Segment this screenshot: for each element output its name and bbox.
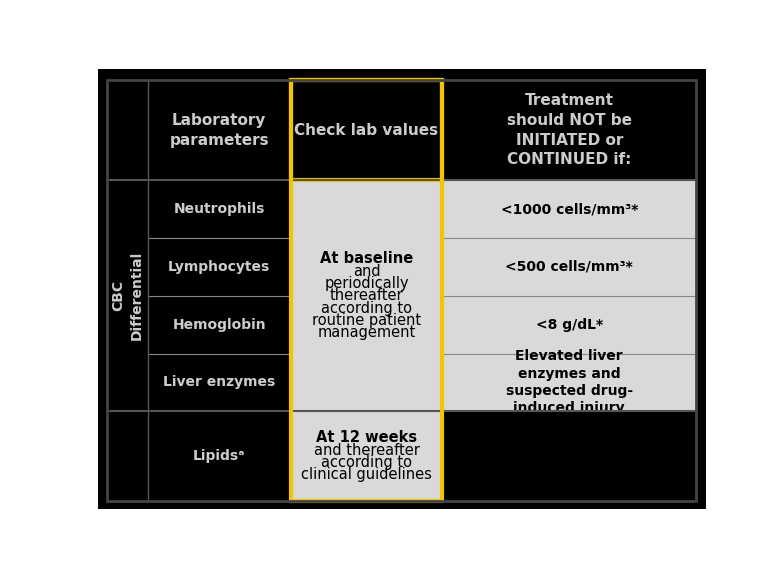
Text: Lymphocytes: Lymphocytes — [168, 260, 270, 274]
Text: thereafter: thereafter — [330, 288, 403, 303]
Bar — [107, 80, 696, 180]
Text: and: and — [353, 264, 380, 279]
Text: according to: according to — [321, 455, 412, 470]
Text: Laboratory
parameters: Laboratory parameters — [169, 113, 269, 148]
Text: and thereafter: and thereafter — [314, 443, 419, 458]
Text: clinical guidelines: clinical guidelines — [301, 467, 432, 482]
Bar — [107, 411, 147, 502]
Text: Check lab values: Check lab values — [295, 123, 438, 138]
Bar — [442, 411, 696, 502]
Text: routine patient: routine patient — [312, 313, 421, 328]
Bar — [147, 411, 291, 502]
Text: Hemoglobin: Hemoglobin — [172, 317, 266, 332]
Bar — [291, 80, 442, 180]
Text: CBC
Differential: CBC Differential — [111, 251, 143, 340]
Bar — [291, 180, 442, 411]
Text: Neutrophils: Neutrophils — [173, 202, 265, 216]
Text: Lipidsᵃ: Lipidsᵃ — [193, 450, 245, 463]
Bar — [442, 180, 696, 411]
Text: <500 cells/mm³*: <500 cells/mm³* — [506, 260, 633, 274]
Text: Liver enzymes: Liver enzymes — [163, 375, 275, 390]
Bar — [291, 80, 442, 502]
Text: <8 g/dL*: <8 g/dL* — [535, 317, 603, 332]
Text: At 12 weeks: At 12 weeks — [316, 430, 417, 446]
Text: according to: according to — [321, 301, 412, 316]
Text: Treatment
should NOT be
INITIATED or
CONTINUED if:: Treatment should NOT be INITIATED or CON… — [506, 93, 632, 168]
Text: At baseline: At baseline — [320, 251, 413, 267]
Text: <1000 cells/mm³*: <1000 cells/mm³* — [500, 202, 638, 216]
Text: periodically: periodically — [325, 276, 408, 291]
Text: management: management — [318, 325, 416, 340]
Bar — [107, 180, 147, 411]
Bar — [147, 180, 291, 411]
Bar — [291, 411, 442, 502]
Text: Elevated liver
enzymes and
suspected drug-
induced injury: Elevated liver enzymes and suspected dru… — [506, 349, 633, 415]
